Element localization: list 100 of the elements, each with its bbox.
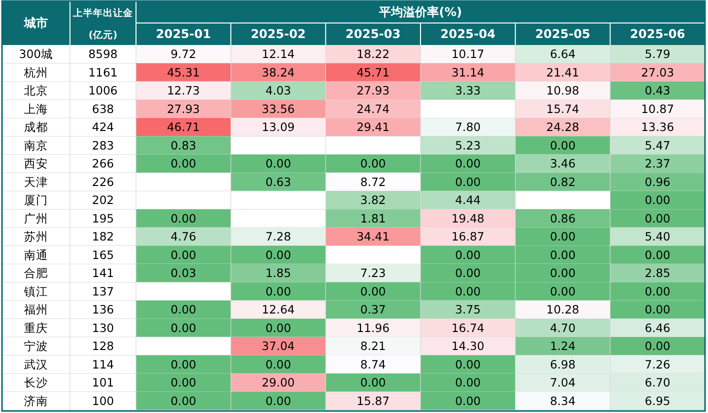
data-label: 16.87: [451, 230, 484, 244]
data-label: 8.34: [550, 394, 576, 408]
data-label: 0.00: [455, 248, 481, 262]
data-label: 3.46: [550, 156, 576, 171]
data-label: 0.00: [550, 248, 576, 262]
x-tick-label: 2025-04: [440, 27, 496, 41]
data-label: 0.00: [455, 357, 481, 372]
data-label: 6.64: [550, 47, 576, 62]
y-tick-label: 厦门: [24, 193, 48, 208]
data-label: 0.00: [360, 376, 386, 390]
data-label: 0.00: [550, 284, 576, 298]
y2-tick-label: 202: [92, 193, 114, 208]
data-label: 0.00: [170, 248, 196, 262]
data-label: 0.00: [170, 302, 196, 317]
data-label: 5.47: [644, 138, 670, 152]
data-label: 4.03: [265, 84, 292, 98]
data-label: 0.00: [170, 376, 196, 390]
y2-tick-label: 424: [92, 120, 114, 134]
y2-tick-label: 128: [92, 339, 114, 354]
data-label: 24.28: [546, 120, 580, 134]
y2-tick-label: 137: [92, 284, 114, 298]
data-label: 0.00: [360, 284, 386, 298]
data-label: 0.00: [550, 266, 576, 280]
data-label: 24.74: [356, 102, 390, 116]
data-label: 5.79: [644, 47, 670, 62]
y2-tick-label: 195: [92, 211, 114, 226]
y-tick-label: 合肥: [24, 266, 48, 280]
data-label: 0.82: [550, 174, 576, 189]
data-label: 0.00: [265, 248, 292, 262]
data-label: 7.23: [360, 266, 386, 280]
data-label: 4.44: [455, 193, 481, 208]
x-tick-label: 2025-01: [156, 27, 211, 41]
y-tick-label: 长沙: [24, 376, 48, 390]
y-tick-label: 苏州: [24, 230, 48, 244]
y-tick-label: 西安: [24, 156, 48, 171]
y-tick-label: 南通: [24, 248, 48, 262]
data-label: 0.00: [265, 156, 292, 171]
data-label: 29.41: [356, 120, 390, 134]
data-label: 0.00: [170, 156, 196, 171]
data-label: 10.87: [641, 102, 674, 116]
data-label: 0.00: [644, 339, 670, 354]
data-label: 0.00: [265, 320, 292, 335]
data-label: 4.70: [550, 320, 576, 335]
data-label: 1.81: [360, 211, 386, 226]
y2-tick-label: 141: [92, 266, 114, 280]
y-tick-label: 武汉: [24, 357, 48, 372]
data-label: 27.93: [166, 102, 200, 116]
x-tick-label: 2025-03: [346, 27, 401, 41]
y-tick-label: 宁波: [24, 339, 48, 354]
data-label: 7.80: [455, 120, 481, 134]
data-label: 0.00: [644, 248, 670, 262]
y2-tick-label: 638: [92, 102, 114, 116]
y2-axis-title: 上半年出让金(亿元): [72, 7, 134, 41]
data-label: 0.00: [170, 320, 196, 335]
y2-tick-label: 8598: [88, 47, 118, 62]
data-label: 10.98: [546, 84, 580, 98]
x-tick-label: 2025-02: [250, 27, 306, 41]
data-label: 0.63: [265, 174, 292, 189]
data-label: 12.64: [262, 302, 295, 317]
data-label: 10.28: [546, 302, 580, 317]
data-label: 0.00: [360, 156, 386, 171]
data-label: 15.87: [356, 394, 390, 408]
data-label: 12.14: [262, 47, 295, 62]
data-label: 33.56: [262, 102, 295, 116]
y-tick-label: 300城: [19, 47, 53, 62]
data-label: 6.95: [644, 394, 670, 408]
data-label: 0.00: [265, 284, 292, 298]
data-label: 0.00: [644, 302, 670, 317]
data-label: 0.83: [170, 138, 196, 152]
data-label: 0.00: [644, 193, 670, 208]
data-label: 46.71: [166, 120, 200, 134]
data-label: 14.30: [451, 339, 484, 354]
data-label: 37.04: [262, 339, 295, 354]
data-label: 0.00: [265, 357, 292, 372]
data-label: 10.17: [451, 47, 484, 62]
data-label: 19.48: [451, 211, 484, 226]
data-label: 0.00: [455, 156, 481, 171]
data-label: 29.00: [262, 376, 295, 390]
y2-tick-label: 136: [92, 302, 114, 317]
data-label: 2.85: [644, 266, 670, 280]
y-tick-label: 福州: [24, 302, 48, 317]
data-label: 45.71: [356, 65, 390, 80]
data-label: 5.23: [455, 138, 481, 152]
data-label: 12.73: [166, 84, 200, 98]
data-label: 27.03: [641, 65, 674, 80]
x-tick-label: 2025-05: [535, 27, 590, 41]
y2-tick-label: 182: [92, 230, 114, 244]
y2-tick-label: 226: [92, 174, 114, 189]
y-tick-label: 济南: [24, 394, 48, 408]
data-label: 6.46: [644, 320, 670, 335]
y-tick-label: 天津: [24, 174, 48, 189]
data-label: 3.75: [455, 302, 481, 317]
y2-tick-label: 1006: [88, 84, 118, 98]
data-label: 45.31: [166, 65, 200, 80]
data-label: 0.00: [455, 266, 481, 280]
data-label: 3.82: [360, 193, 386, 208]
data-label: 31.14: [451, 65, 484, 80]
data-label: 4.76: [170, 230, 196, 244]
data-label: 11.96: [356, 320, 390, 335]
data-label: 5.40: [644, 230, 670, 244]
